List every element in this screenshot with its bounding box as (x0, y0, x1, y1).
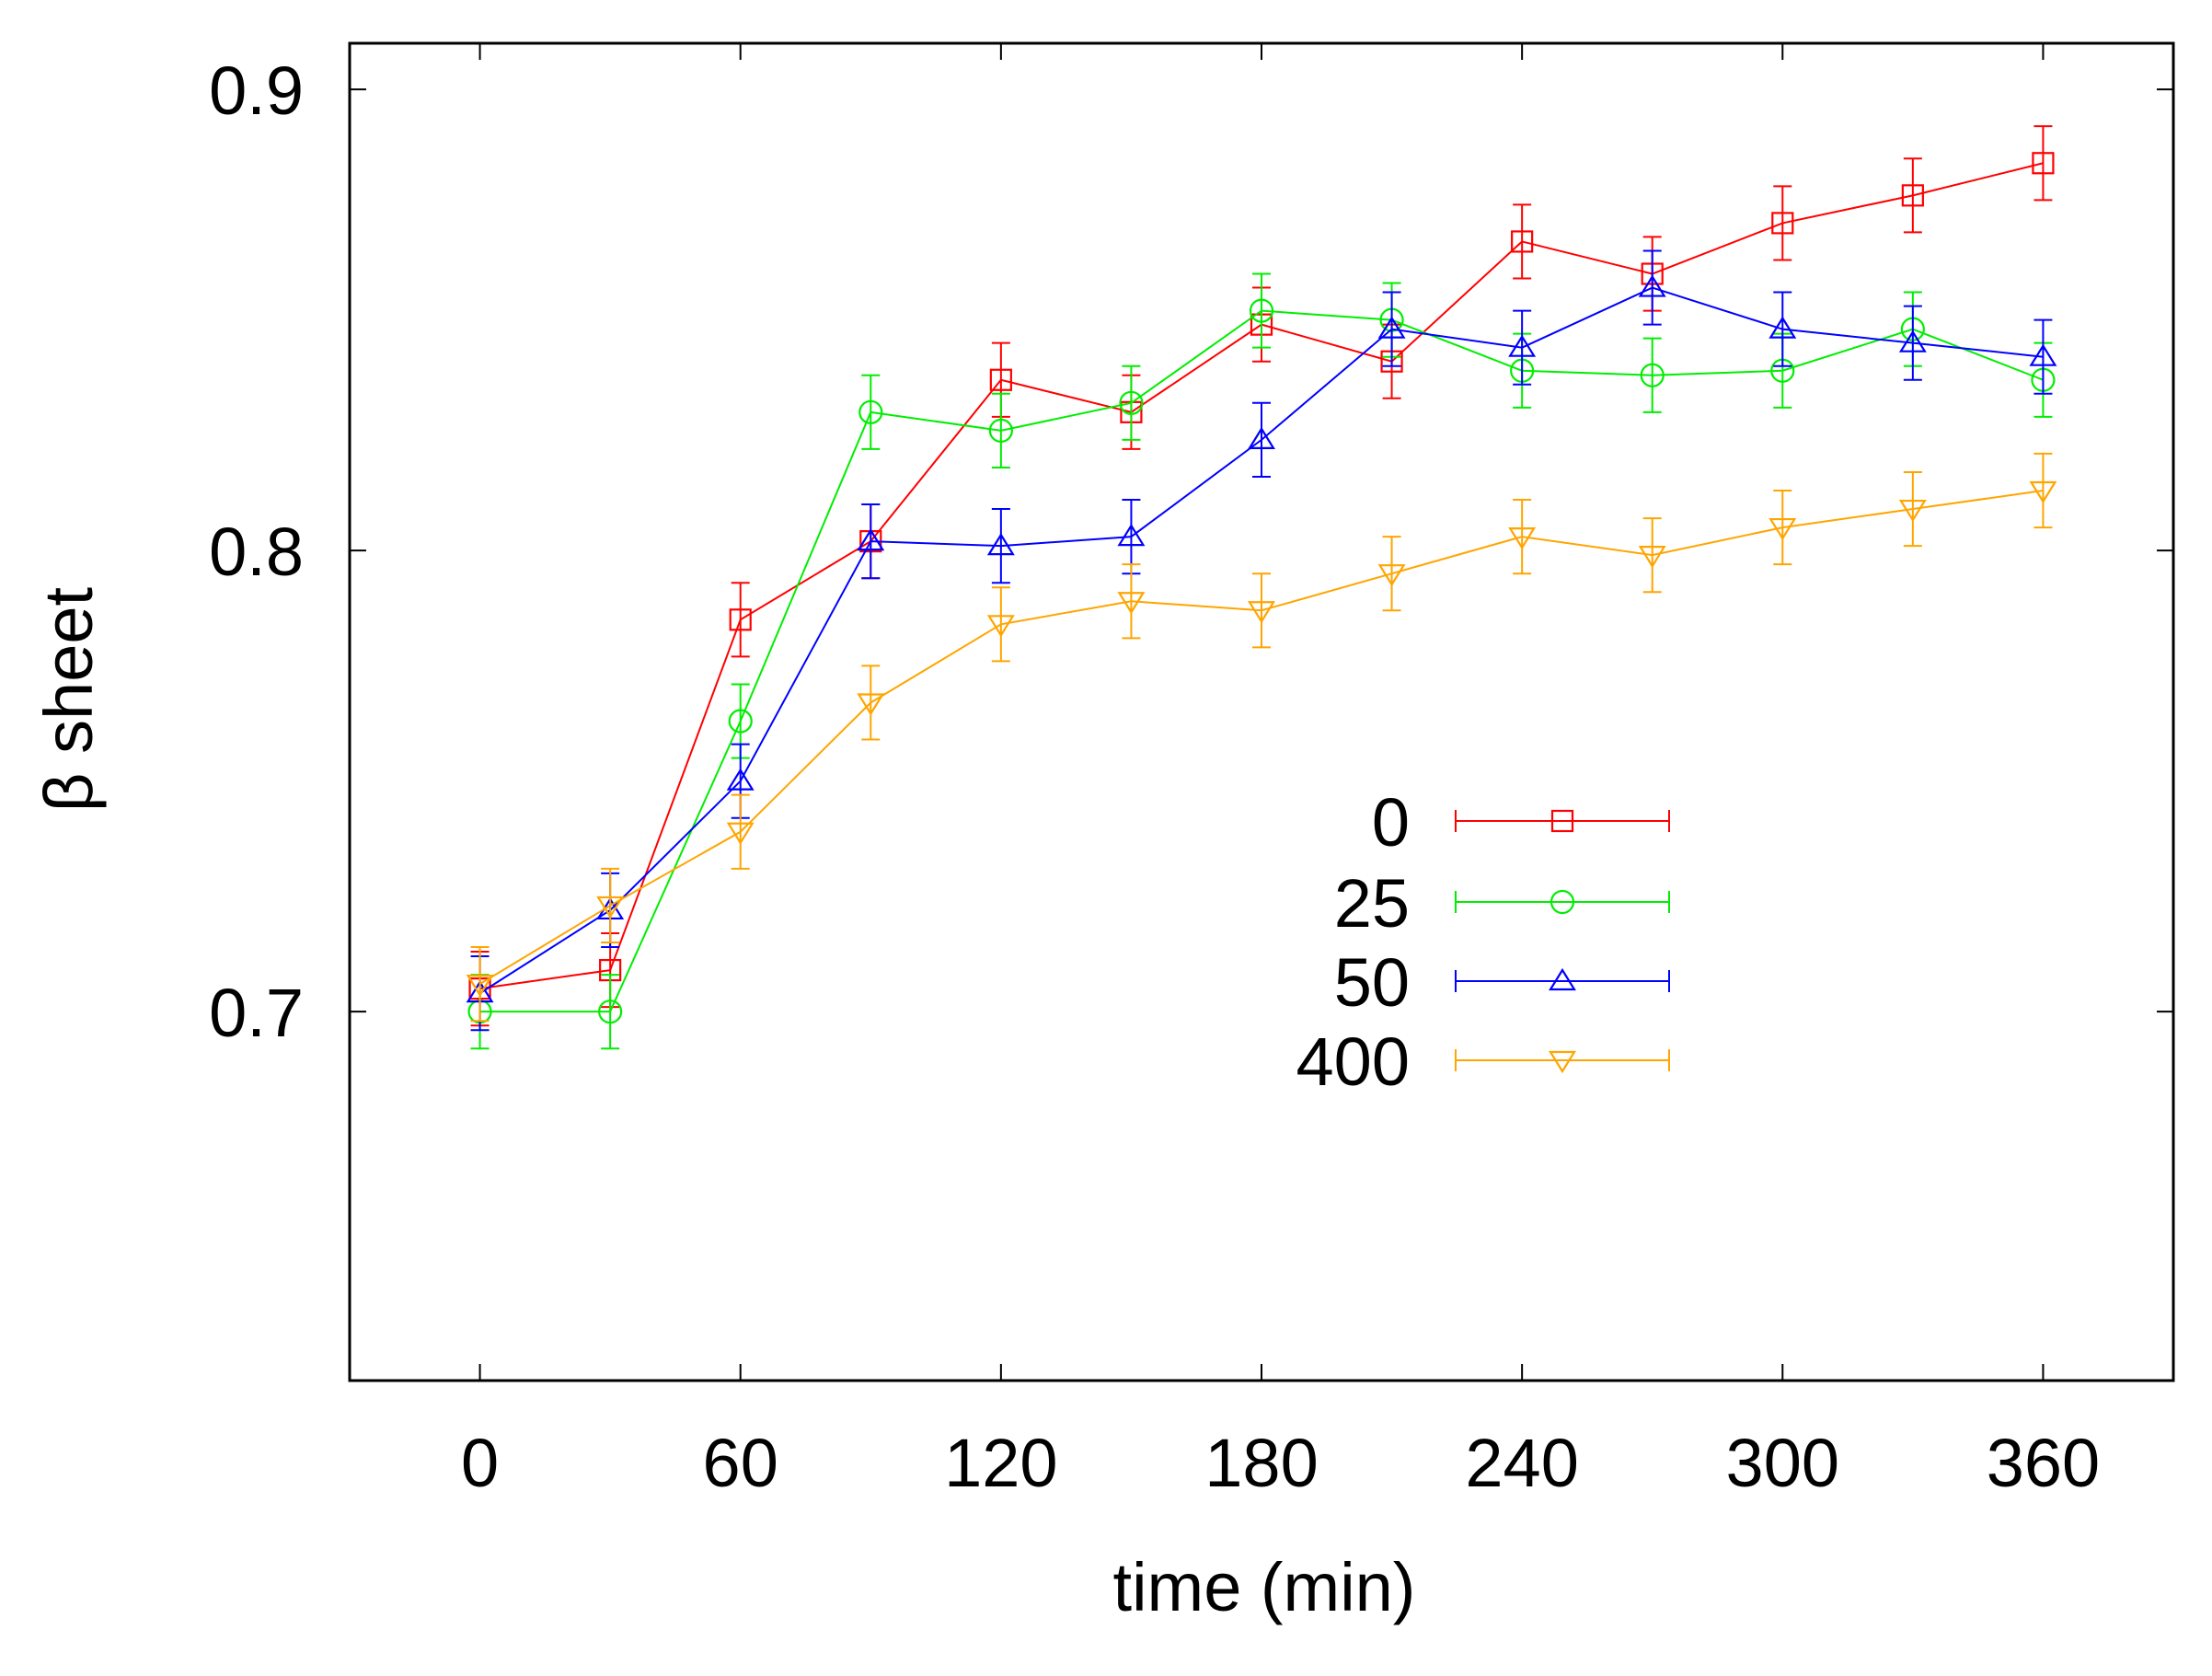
data-point (1377, 316, 1406, 339)
x-tick-label: 300 (1726, 1425, 1839, 1501)
x-axis-ticks: 0 60 120 180 240 300 360 (461, 43, 2100, 1501)
data-point (466, 975, 494, 998)
data-point (2032, 152, 2055, 175)
x-tick-label: 180 (1204, 1425, 1318, 1501)
y-axis-title: β sheet (30, 586, 107, 812)
series-400 (466, 452, 2057, 1023)
data-point (858, 399, 883, 424)
y-tick-label: 0.9 (209, 52, 304, 129)
y-tick-label: 0.8 (209, 514, 304, 590)
data-point (1511, 230, 1534, 253)
legend-label: 50 (1334, 944, 1410, 1021)
data-point (1248, 426, 1275, 449)
data-point (1898, 499, 1927, 523)
legend-marker (1549, 1050, 1576, 1074)
data-point (598, 1000, 623, 1024)
data-point (1768, 517, 1797, 541)
legend-item-50: 50 (1334, 944, 1670, 1021)
legend-item-0: 0 (1372, 784, 1670, 861)
data-point (726, 822, 755, 845)
data-point (1508, 334, 1537, 357)
data-point (989, 368, 1012, 391)
y-axis-ticks: 0.7 0.8 0.9 (209, 52, 2173, 1051)
legend-marker (1550, 889, 1575, 915)
x-tick-label: 240 (1465, 1425, 1578, 1501)
legend-marker (1550, 809, 1574, 833)
legend-label: 400 (1296, 1023, 1410, 1100)
data-point (2029, 343, 2057, 366)
x-axis-title: time (min) (1113, 1549, 1416, 1625)
x-tick-label: 0 (461, 1425, 499, 1501)
y-tick-label: 0.7 (209, 975, 304, 1051)
data-point (1901, 184, 1924, 207)
data-point (729, 608, 752, 631)
legend-marker (1549, 967, 1576, 991)
data-point (1898, 329, 1927, 353)
x-tick-label: 360 (1987, 1425, 2100, 1501)
data-point (986, 615, 1015, 638)
data-point (728, 709, 753, 734)
data-point (1771, 212, 1794, 235)
data-point (2029, 480, 2057, 504)
series-layer (466, 125, 2057, 1050)
data-point (986, 533, 1015, 556)
data-point (1638, 274, 1666, 297)
data-point (1117, 592, 1146, 615)
data-point (1768, 316, 1797, 339)
data-point (1508, 527, 1537, 550)
legend-item-400: 400 (1296, 1023, 1670, 1100)
data-point (1377, 564, 1406, 587)
legend-label: 0 (1372, 784, 1410, 861)
legend-item-25: 25 (1334, 865, 1670, 942)
data-point (726, 768, 755, 791)
legend-label: 25 (1334, 865, 1410, 942)
data-point (988, 418, 1013, 443)
data-point (1249, 298, 1274, 323)
data-point (857, 693, 885, 716)
x-tick-label: 120 (944, 1425, 1057, 1501)
x-tick-label: 60 (703, 1425, 778, 1501)
data-point (1119, 390, 1144, 415)
data-point (1638, 546, 1666, 569)
data-point (1117, 524, 1146, 547)
data-point (857, 528, 885, 551)
data-point (596, 896, 625, 919)
data-point (1640, 363, 1665, 387)
data-point (1248, 601, 1275, 624)
